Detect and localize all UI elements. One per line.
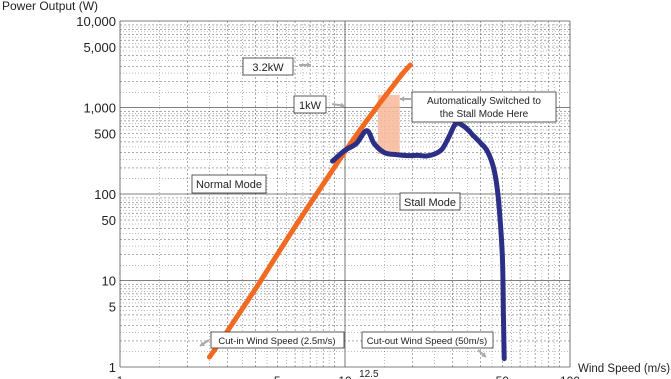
major-grid	[119, 20, 571, 368]
box-normal-mode	[191, 174, 267, 194]
stall-mode-curve	[330, 120, 507, 362]
y-tick-label: 1,000	[83, 101, 116, 116]
box-1kw	[293, 95, 327, 114]
label-auto-switch-2: the Stall Mode Here	[440, 109, 529, 120]
x-tick-label: 1	[117, 374, 124, 379]
series-layer	[207, 62, 507, 362]
x-tick-label: 12.5	[359, 369, 379, 379]
y-tick-label: 500	[94, 127, 116, 142]
y-tick-label: 10,000	[76, 14, 116, 29]
label-normal-mode: Normal Mode	[196, 179, 262, 191]
arrow-1kw-head	[340, 102, 345, 109]
box-cut-in	[210, 331, 345, 349]
x-axis-title: Wind Speed (m/s)	[578, 363, 670, 375]
x-tick-label: 5	[274, 374, 281, 379]
label-cut-out: Cut-out Wind Speed (50m/s)	[367, 336, 487, 347]
box-3-2kw	[242, 57, 294, 76]
arrow-auto-switch-head	[400, 96, 405, 102]
label-3-2kw: 3.2kW	[252, 62, 284, 74]
y-tick-labels: 1 5 10 50 100 500 1,000 5,000 10,000	[76, 14, 116, 375]
arrow-cut-in-head	[200, 341, 205, 347]
box-auto-switch	[411, 91, 557, 123]
x-tick-label: 50	[496, 374, 510, 379]
y-tick-label: 1	[109, 360, 116, 375]
x-tick-label: 100	[560, 374, 580, 379]
y-tick-label: 100	[94, 187, 116, 202]
arrow-layer	[199, 62, 487, 358]
y-axis-title: Power Output (W)	[2, 0, 98, 13]
label-stall-mode: Stall Mode	[404, 197, 456, 209]
x-tick-labels: 1 5 10 12.5 50 100	[117, 369, 581, 379]
box-stall-mode	[399, 192, 461, 211]
label-cut-in: Cut-in Wind Speed (2.5m/s)	[218, 336, 335, 347]
y-tick-label: 50	[102, 213, 116, 228]
normal-mode-curve	[207, 62, 413, 360]
box-cut-out	[361, 331, 494, 349]
y-tick-label: 10	[102, 274, 116, 289]
arrow-3-2kw-head	[306, 62, 311, 68]
x-tick-label: 10	[338, 374, 352, 379]
label-1kw: 1kW	[299, 100, 322, 112]
label-auto-switch-1: Automatically Switched to	[427, 96, 541, 107]
switch-band-layer	[377, 94, 400, 155]
y-tick-label: 5,000	[83, 40, 116, 55]
arrow-cut-out-head	[481, 352, 486, 357]
y-tick-label: 5	[109, 300, 116, 315]
switch-band	[377, 94, 400, 155]
